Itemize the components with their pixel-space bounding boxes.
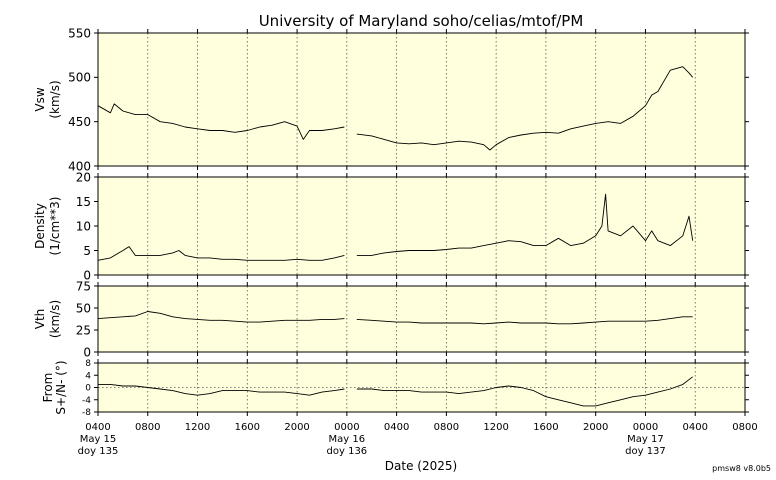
panel-vsw-ytick-label: 550: [68, 26, 91, 40]
panel-from-ytick-label: 4: [85, 371, 91, 381]
panel-from-background: [98, 363, 745, 412]
panel-from-series-line: [98, 383, 345, 396]
x-tick-label: 2000: [583, 422, 608, 433]
x-tick-label: 0400: [85, 422, 110, 433]
panel-vth-ytick-label: 50: [76, 301, 91, 315]
panel-vsw-ytick-label: 500: [68, 71, 91, 85]
day-doy-label: doy 137: [625, 446, 666, 457]
panel-vsw-ylabel: Vsw: [33, 87, 47, 111]
x-axis-title: Date (2025): [385, 459, 457, 473]
x-tick-label: 2000: [284, 422, 309, 433]
panel-vth-ylabel-units: (km/s): [48, 300, 62, 338]
x-tick-label: 0400: [384, 422, 409, 433]
x-tick-label: 1600: [235, 422, 260, 433]
panel-vsw: 400 450 500 550 Vsw (km/s): [33, 26, 749, 173]
chart-title: University of Maryland soho/celias/mtof/…: [259, 12, 584, 30]
panel-vth-series-line: [97, 311, 345, 323]
x-tick-label: 0000: [334, 422, 359, 433]
panel-vth-ylabel: Vth: [33, 309, 47, 330]
panel-from-ylabel-units: S+/N- (°): [54, 360, 68, 414]
day-date-label: May 15: [80, 434, 117, 445]
panel-vsw-ytick-label: 450: [68, 115, 91, 129]
panel-vsw-frame: [97, 32, 746, 167]
x-tick-label: 1200: [483, 422, 508, 433]
panel-density-ytick-label: 15: [76, 195, 91, 209]
panel-density-ytick-label: 10: [76, 219, 91, 233]
x-tick-label: 0800: [434, 422, 459, 433]
panel-density-series-line: [97, 246, 345, 261]
panel-density-ytick-label: 5: [83, 244, 91, 258]
panel-vth-ytick-label: 75: [76, 279, 91, 293]
panel-vsw-series-line: [97, 103, 345, 140]
panel-vsw-ytick-label: 400: [68, 159, 91, 173]
x-tick-label: 0800: [732, 422, 757, 433]
panel-vth: 0 25 50 75 Vth (km/s): [33, 279, 749, 359]
day-date-label: May 16: [329, 434, 366, 445]
panel-from-ytick-label: -8: [82, 408, 91, 418]
day-doy-label: doy 135: [78, 446, 119, 457]
panel-vth-series-line: [356, 316, 693, 325]
panel-density-series-line: [356, 193, 694, 256]
day-doy-label: doy 136: [327, 446, 368, 457]
panel-from-series-line: [356, 376, 693, 407]
panel-vth-ytick-label: 25: [76, 323, 91, 337]
panel-vth-background: [98, 286, 745, 352]
panel-from-ylabel: From: [41, 373, 55, 403]
panel-vsw-series-line: [356, 66, 694, 151]
panel-from: -8 -4 0 4 8 From S+/N- (°): [41, 359, 749, 418]
x-tick-label: 0000: [633, 422, 658, 433]
panel-vsw-background: [98, 33, 745, 166]
x-tick-label: 0400: [683, 422, 708, 433]
panel-vsw-ylabel-units: (km/s): [48, 80, 62, 118]
panel-vth-frame: [97, 285, 746, 353]
panel-density-ytick-label: 20: [76, 170, 91, 184]
panel-vth-ytick-label: 0: [83, 345, 91, 359]
x-tick-label: 0800: [135, 422, 160, 433]
panel-density: 0 5 10 15 20 Density (1/cm**3): [33, 170, 749, 282]
x-tick-label: 1600: [533, 422, 558, 433]
day-date-label: May 17: [627, 434, 664, 445]
panel-density-ylabel: Density: [33, 203, 47, 249]
panel-density-ytick-label: 0: [83, 268, 91, 282]
x-tick-label: 1200: [185, 422, 210, 433]
panel-density-background: [98, 177, 745, 275]
panel-from-ytick-label: -4: [82, 396, 91, 406]
panel-from-ytick-label: 8: [85, 359, 91, 369]
panel-from-ytick-label: 0: [85, 384, 91, 394]
version-footer: pmsw8 v8.0b5: [712, 464, 771, 473]
panel-density-ylabel-units: (1/cm**3): [48, 197, 62, 256]
